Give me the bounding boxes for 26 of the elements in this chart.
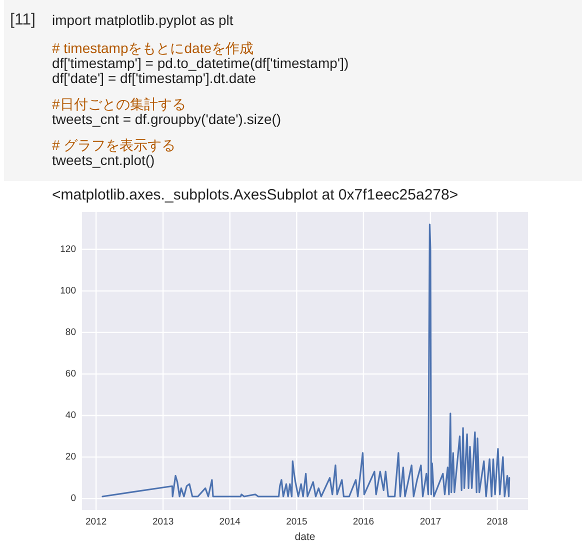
y-tick-label: 80 bbox=[65, 326, 76, 338]
x-tick-label: 2018 bbox=[486, 516, 508, 528]
text: tweets_cnt = df.groupby('date').size() bbox=[52, 111, 282, 127]
text: [11] bbox=[10, 12, 36, 28]
text: tweets_cnt.plot() bbox=[52, 152, 155, 168]
text: #日付ごとの集計する bbox=[52, 96, 186, 112]
y-tick-label: 120 bbox=[60, 244, 76, 255]
text: import matplotlib.pyplot as plt bbox=[52, 12, 234, 28]
x-tick-label: 2013 bbox=[152, 516, 174, 528]
x-tick-label: 2015 bbox=[286, 516, 308, 528]
x-tick-label: 2016 bbox=[352, 516, 374, 528]
x-tick-label: 2014 bbox=[219, 516, 240, 528]
line-series bbox=[102, 224, 510, 498]
text: # グラフを表示する bbox=[52, 137, 176, 153]
text: df['date'] = df['timestamp'].dt.date bbox=[52, 70, 256, 86]
y-tick-label: 40 bbox=[65, 410, 76, 422]
x-axis-title: date bbox=[294, 531, 316, 543]
x-tick-label: 2012 bbox=[86, 516, 107, 528]
y-tick-label: 20 bbox=[65, 452, 76, 463]
y-tick-label: 0 bbox=[70, 493, 76, 504]
y-tick-label: 100 bbox=[60, 285, 76, 296]
text: df['timestamp'] = pd.to_datetime(df['timestamp']) bbox=[52, 55, 349, 71]
y-tick-label: 60 bbox=[65, 368, 76, 380]
x-tick-label: 2017 bbox=[420, 516, 442, 528]
text: # timestampをもとにdateを作成 bbox=[52, 40, 254, 56]
text: <matplotlib.axes._subplots.AxesSubplot at 0x7f1eec25a278> bbox=[52, 186, 458, 204]
